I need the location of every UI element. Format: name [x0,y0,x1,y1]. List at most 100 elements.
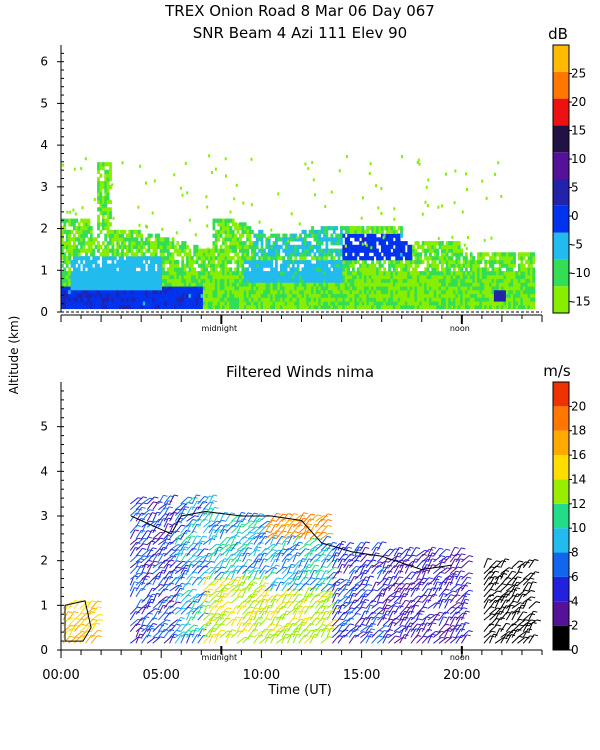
wind-barb-flag [177,601,182,604]
snr-cell [207,247,210,251]
snr-cell [174,297,177,302]
snr-cell [265,263,269,268]
snr-cell [532,293,536,298]
snr-cell [92,301,96,306]
snr-cell [479,256,483,261]
snr-cell [409,248,413,253]
snr-cell [267,241,271,246]
snr-cell [368,172,371,175]
snr-cell [416,256,420,261]
wind-barb [146,564,153,574]
snr-cell [390,259,394,265]
wind-barb [197,577,205,586]
snr-cell [291,233,295,238]
wind-barb [281,558,287,569]
snr-cell [368,289,372,295]
snr-cell [501,256,504,261]
snr-cell [174,263,177,268]
snr-cell [94,301,98,306]
snr-cell [483,238,486,242]
snr-cell [101,218,105,223]
wind-barb [242,512,249,522]
snr-cell [407,267,411,272]
snr-cell [311,278,314,283]
snr-cell [421,293,425,298]
snr-cell [222,222,225,227]
snr-cell [347,259,350,265]
snr-cell [97,226,100,231]
snr-cell [109,286,112,291]
snr-cell [308,274,312,280]
snr-cell [289,252,293,257]
snr-cell [275,289,278,295]
snr-cell [443,252,447,257]
snr-cell [392,226,396,231]
snr-cell [352,297,355,302]
snr-cell [330,293,334,298]
snr-cell [150,244,153,249]
snr-cell [354,259,358,265]
snr-cell [366,241,370,246]
wind-barb [247,532,257,540]
snr-cell [140,274,144,280]
wind-barb [163,555,173,563]
wind-barb-flag [185,506,190,509]
snr-cell [366,282,370,287]
snr-cell [390,271,394,276]
snr-cell [251,263,254,268]
snr-cell [510,282,514,287]
snr-cell [89,304,93,310]
snr-cell [152,256,156,261]
snr-cell [287,293,290,298]
wind-barb [197,565,205,574]
wind-barb-flag [151,512,157,515]
snr-cell [349,274,353,280]
snr-cell [441,263,444,268]
snr-cell [289,301,293,306]
snr-cell [147,248,151,253]
snr-cell [416,241,420,246]
snr-cell [190,304,194,310]
snr-cell [484,282,488,287]
snr-cell [301,248,305,253]
snr-cell [469,289,473,295]
snr-cell [77,278,81,283]
snr-cell [128,256,132,261]
snr-cell [193,301,197,306]
wind-barb-flag [242,547,248,550]
snr-cell [296,301,300,306]
snr-cell [402,267,406,272]
snr-cell [234,282,237,287]
snr-cell [457,241,461,246]
wind-barb [270,634,276,644]
snr-cell [99,297,103,302]
snr-colorbar-tick-label: 25 [571,67,586,81]
snr-cell [195,293,199,298]
snr-cell [222,297,225,302]
snr-cell [142,241,146,246]
snr-cell [279,274,283,280]
snr-cell [438,274,442,280]
snr-cell [513,256,516,261]
snr-cell [77,229,81,234]
snr-cell [347,229,350,234]
snr-cell [75,252,79,257]
wind-barb [135,564,142,574]
snr-cell [400,256,403,261]
snr-cell [371,256,374,261]
snr-cell [183,252,187,257]
snr-cell [89,301,93,306]
snr-cell [354,244,358,249]
wind-barb [186,596,195,604]
snr-cell [82,271,86,276]
snr-cell [212,222,216,227]
snr-cell [460,301,463,306]
snr-cell [455,256,459,261]
snr-cell [162,248,165,253]
wind-barb [264,555,273,563]
snr-cell [258,220,261,224]
wind-barb-flag [194,515,199,518]
snr-cell [479,252,483,257]
snr-cell [212,267,216,272]
